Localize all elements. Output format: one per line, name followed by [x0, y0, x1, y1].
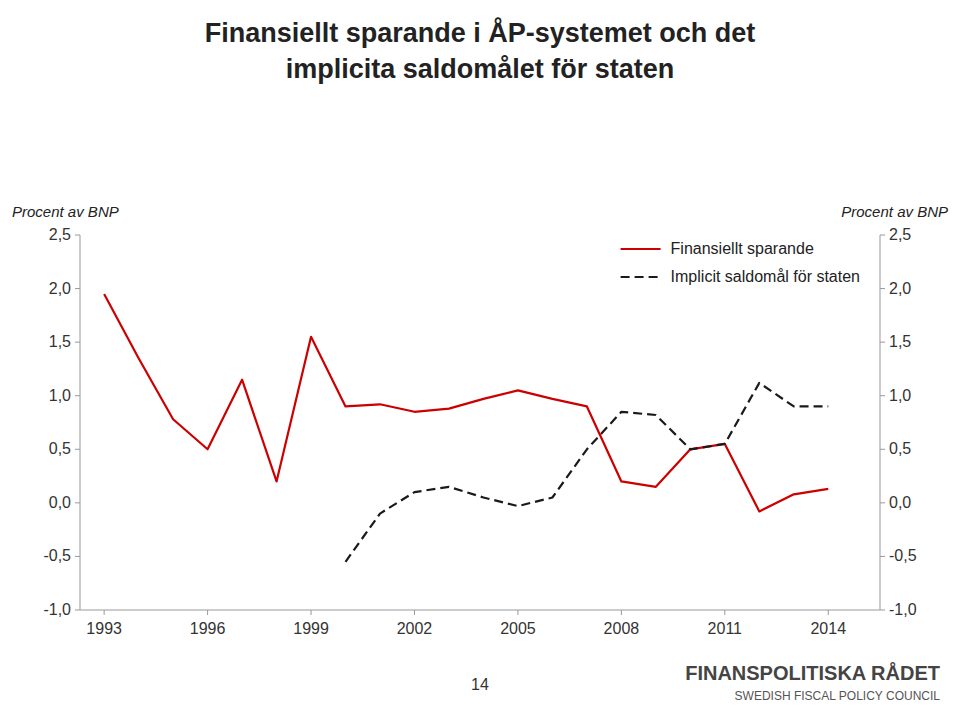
y-tick-label: 0,5: [49, 440, 71, 457]
y2-tick-label: 1,5: [889, 333, 911, 350]
y2-tick-label: 2,5: [889, 226, 911, 243]
x-tick: [724, 610, 725, 615]
y2-tick: [880, 288, 885, 289]
y-tick-label: 2,5: [49, 226, 71, 243]
background: [0, 0, 960, 713]
x-tick: [207, 610, 208, 615]
page-number: 14: [471, 676, 489, 693]
y2-tick: [880, 342, 885, 343]
y2-tick: [880, 556, 885, 557]
x-tick-label: 2008: [604, 620, 640, 637]
y-tick: [75, 288, 80, 289]
y-tick-label: 1,0: [49, 387, 71, 404]
x-tick: [104, 610, 105, 615]
y2-tick: [880, 235, 885, 236]
y-tick-label: -0,5: [43, 547, 71, 564]
y-tick: [75, 449, 80, 450]
y2-tick-label: 2,0: [889, 280, 911, 297]
y2-tick: [880, 502, 885, 503]
y2-tick: [880, 610, 885, 611]
y2-tick-label: 0,5: [889, 440, 911, 457]
chart: Finansiellt sparande i ÅP-systemet och d…: [0, 0, 960, 713]
y-tick: [75, 610, 80, 611]
y2-tick-label: -1,0: [889, 601, 917, 618]
x-axis-line: [80, 610, 880, 611]
y2-tick-label: 0,0: [889, 494, 911, 511]
y-axis-line: [80, 235, 81, 610]
x-tick-label: 1999: [293, 620, 329, 637]
x-tick: [828, 610, 829, 615]
plot-area: [104, 294, 828, 562]
y2-tick-label: -0,5: [889, 547, 917, 564]
axes: 1993 1996 1999 2002 2005 2008 2011 2014 -1,0 -0,5…: [43, 226, 916, 637]
y2-tick-label: 1,0: [889, 387, 911, 404]
y-tick: [75, 342, 80, 343]
x-tick: [517, 610, 518, 615]
y-tick-label: 0,0: [49, 494, 71, 511]
x-tick: [311, 610, 312, 615]
y-tick-label: -1,0: [43, 601, 71, 618]
x-tick: [621, 610, 622, 615]
x-tick-label: 2011: [708, 620, 743, 637]
legend-swatch: [621, 276, 661, 278]
y-tick: [75, 395, 80, 396]
legend-label: Finansiellt sparande: [671, 240, 814, 257]
title: implicita saldomålet för staten: [286, 54, 675, 84]
y2-axis-label: Procent av BNP: [841, 203, 948, 220]
title: Finansiellt sparande i ÅP-systemet och d…: [205, 17, 756, 48]
y2-tick: [880, 395, 885, 396]
logo-text: FINANSPOLITISKA RÅDET: [685, 661, 940, 684]
x-tick-label: 2002: [397, 620, 433, 637]
y-axis-label: Procent av BNP: [12, 203, 119, 220]
y2-axis-line: [880, 235, 881, 610]
y-tick: [75, 556, 80, 557]
x-tick-label: 1996: [190, 620, 226, 637]
y-tick-label: 2,0: [49, 280, 71, 297]
x-tick: [414, 610, 415, 615]
legend: Finansiellt sparande Implicit saldomål fö…: [621, 240, 860, 285]
x-tick-label: 2014: [810, 620, 846, 637]
y-tick-label: 1,5: [49, 333, 71, 350]
legend-label: Implicit saldomål för staten: [671, 268, 860, 285]
x-tick-label: 2005: [500, 620, 536, 637]
series-line: [104, 294, 828, 512]
x-tick-label: 1993: [86, 620, 122, 637]
legend-swatch: [621, 248, 661, 250]
y-tick: [75, 502, 80, 503]
series-line: [346, 383, 829, 562]
y2-tick: [880, 449, 885, 450]
y-tick: [75, 235, 80, 236]
logo-subtext: SWEDISH FISCAL POLICY COUNCIL: [735, 689, 941, 703]
